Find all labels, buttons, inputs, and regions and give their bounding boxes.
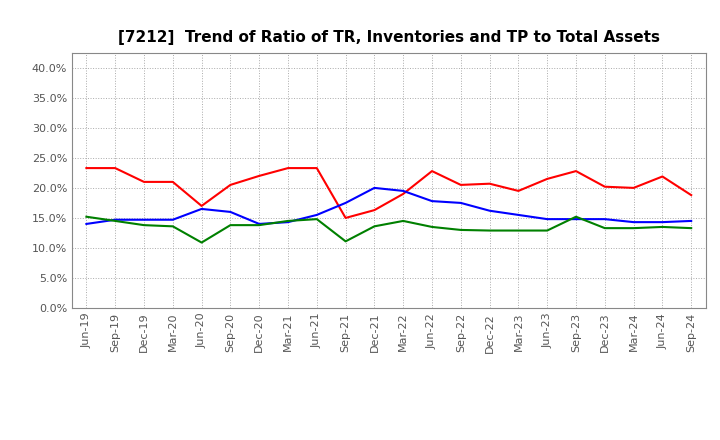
Trade Payables [341, 239, 350, 244]
Trade Payables [370, 224, 379, 229]
Trade Payables [82, 214, 91, 220]
Inventories [255, 221, 264, 227]
Inventories [629, 220, 638, 225]
Trade Payables [168, 224, 177, 229]
Trade Receivables [399, 191, 408, 197]
Trade Receivables [226, 182, 235, 187]
Trade Receivables [312, 165, 321, 171]
Inventories [226, 209, 235, 215]
Trade Payables [140, 223, 148, 228]
Trade Receivables [514, 188, 523, 194]
Inventories [341, 200, 350, 205]
Trade Payables [543, 228, 552, 233]
Trade Receivables [168, 179, 177, 184]
Trade Payables [226, 223, 235, 228]
Trade Receivables [370, 208, 379, 213]
Inventories [687, 218, 696, 224]
Trade Payables [600, 225, 609, 231]
Inventories [428, 198, 436, 204]
Title: [7212]  Trend of Ratio of TR, Inventories and TP to Total Assets: [7212] Trend of Ratio of TR, Inventories… [118, 29, 660, 45]
Trade Payables [255, 223, 264, 228]
Trade Payables [456, 227, 465, 233]
Inventories [572, 216, 580, 222]
Trade Payables [485, 228, 494, 233]
Trade Receivables [341, 215, 350, 220]
Trade Payables [658, 224, 667, 230]
Inventories [168, 217, 177, 222]
Trade Payables [399, 218, 408, 224]
Inventories [82, 221, 91, 227]
Trade Receivables [658, 174, 667, 179]
Inventories [514, 212, 523, 217]
Inventories [111, 217, 120, 222]
Inventories [399, 188, 408, 194]
Trade Payables [629, 225, 638, 231]
Line: Trade Receivables: Trade Receivables [86, 168, 691, 218]
Trade Payables [284, 218, 292, 224]
Trade Payables [312, 216, 321, 222]
Trade Receivables [629, 185, 638, 191]
Inventories [312, 212, 321, 217]
Trade Receivables [82, 165, 91, 171]
Trade Receivables [255, 173, 264, 179]
Inventories [543, 216, 552, 222]
Trade Receivables [428, 169, 436, 174]
Trade Receivables [456, 182, 465, 187]
Inventories [197, 206, 206, 212]
Trade Payables [687, 225, 696, 231]
Line: Inventories: Inventories [86, 188, 691, 224]
Trade Payables [428, 224, 436, 230]
Inventories [600, 216, 609, 222]
Trade Payables [514, 228, 523, 233]
Trade Receivables [572, 169, 580, 174]
Trade Receivables [485, 181, 494, 187]
Trade Receivables [197, 203, 206, 209]
Trade Receivables [111, 165, 120, 171]
Inventories [485, 208, 494, 213]
Inventories [370, 185, 379, 191]
Inventories [140, 217, 148, 222]
Trade Receivables [284, 165, 292, 171]
Trade Payables [111, 218, 120, 224]
Trade Receivables [543, 176, 552, 182]
Inventories [456, 200, 465, 205]
Trade Receivables [687, 192, 696, 198]
Trade Payables [197, 240, 206, 245]
Inventories [284, 220, 292, 225]
Trade Receivables [140, 179, 148, 184]
Inventories [658, 220, 667, 225]
Trade Payables [572, 214, 580, 220]
Line: Trade Payables: Trade Payables [86, 217, 691, 242]
Trade Receivables [600, 184, 609, 189]
